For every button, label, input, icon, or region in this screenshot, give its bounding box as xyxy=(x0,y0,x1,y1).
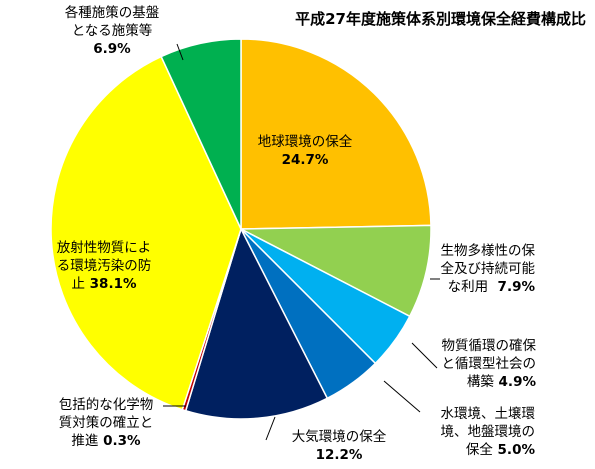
pie-slice-1 xyxy=(240,38,432,230)
slice-label-line: 包括的な化学物 xyxy=(59,397,154,413)
pie-slice-7 xyxy=(50,55,242,411)
slice-label-line: 生物多様性の保 xyxy=(441,242,536,259)
chart-title: 平成27年度施策体系別環境保全経費構成比 xyxy=(295,10,586,28)
slice-label-line: 構築 xyxy=(467,374,494,390)
slice-value: 38.1% xyxy=(85,276,137,292)
slice-label-line: 6.9% xyxy=(93,41,131,57)
slice-label-line: 水環境、土壌環 xyxy=(441,406,536,422)
slice-value: 0.3% xyxy=(98,433,141,449)
leader-line-8 xyxy=(176,43,184,61)
leader-line-3 xyxy=(411,342,438,369)
slice-label-2: 生物多様性の保全及び持続可能な利用 7.9% xyxy=(441,242,536,295)
slice-label-line: 保全 xyxy=(466,441,493,458)
slice-label-line: 24.7% xyxy=(282,152,329,168)
slice-label-line: 12.2% xyxy=(316,447,363,463)
slice-value: 4.9% xyxy=(494,374,537,390)
slice-label-line: 放射性物質によ xyxy=(57,240,152,256)
slice-label-3: 物質循環の確保と循環型社会の構築 4.9% xyxy=(442,338,537,390)
slice-label-line: 各種施策の基盤 xyxy=(65,4,160,21)
leader-line-4 xyxy=(383,380,421,413)
slice-value: 7.9% xyxy=(488,279,535,295)
slice-label-line: 全及び持続可能 xyxy=(441,260,536,277)
slice-label-line: 推進 xyxy=(71,433,98,449)
slice-label-8: 各種施策の基盤となる施策等 6.9% xyxy=(65,4,160,57)
slice-label-line: 質対策の確立と xyxy=(59,414,154,431)
slice-label-4: 水環境、土壌環境、地盤環境の保全 5.0% xyxy=(441,406,536,458)
slice-label-6: 包括的な化学物質対策の確立と推進 0.3% xyxy=(59,397,154,449)
slice-label-line: 物質循環の確保 xyxy=(442,338,537,354)
leader-line-5 xyxy=(265,416,276,441)
slice-label-5: 大気環境の保全 12.2% xyxy=(292,428,387,463)
slice-label-line: 大気環境の保全 xyxy=(292,428,387,445)
slice-label-line: な利用 xyxy=(448,279,489,295)
pie-slice-8 xyxy=(160,38,242,230)
pie-slice-2 xyxy=(240,224,432,318)
slice-label-line: る環境汚染の防 xyxy=(57,258,152,274)
slice-label-line: と循環型社会の xyxy=(442,356,537,372)
slice-label-line: 地球環境の保全 xyxy=(258,133,353,150)
pie-slice-5 xyxy=(184,227,329,420)
slice-label-1: 地球環境の保全 24.7% xyxy=(258,133,353,168)
slice-label-line: となる施策等 xyxy=(72,22,153,39)
slice-value: 5.0% xyxy=(493,442,536,458)
slice-label-7: 放射性物質による環境汚染の防止 38.1% xyxy=(57,240,152,292)
slice-label-line: 境、地盤環境の xyxy=(441,424,536,440)
slice-label-line: 止 xyxy=(71,276,85,292)
